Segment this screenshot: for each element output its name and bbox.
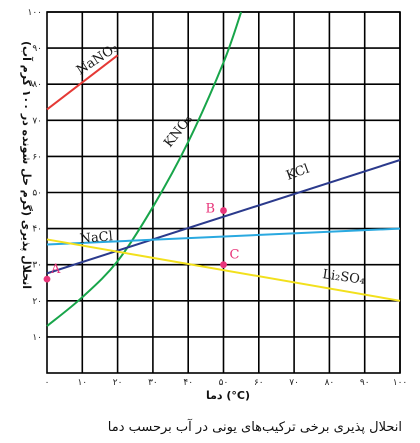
series-label: Li₂SO₄ bbox=[321, 267, 365, 288]
x-tick-label: ۱۰ bbox=[77, 378, 87, 388]
data-point-label: A bbox=[50, 262, 61, 277]
series-label: NaNO₃ bbox=[74, 41, 121, 79]
x-tick-label: ۳۰ bbox=[148, 378, 158, 388]
figure-caption: انحلال پذیری برخی ترکیب‌های یونی در آب ب… bbox=[107, 420, 402, 435]
x-tick-label: ۸۰ bbox=[325, 378, 335, 388]
y-tick-label: ۱۰۰ bbox=[27, 8, 42, 18]
data-point-label: B bbox=[206, 202, 216, 217]
series-line bbox=[46, 159, 401, 275]
series-line bbox=[46, 11, 243, 327]
x-tick-label: ۵۰ bbox=[219, 378, 229, 388]
data-point-label: C bbox=[230, 248, 240, 263]
series-lines bbox=[46, 11, 401, 327]
x-tick-label: ۰ bbox=[45, 378, 50, 388]
series-label: KCl bbox=[284, 162, 311, 184]
y-tick-label: ۳۰ bbox=[32, 261, 42, 271]
plot-frame bbox=[46, 11, 401, 374]
data-point bbox=[43, 275, 51, 283]
y-tick-label: ۴۰ bbox=[32, 225, 42, 235]
y-tick-label: ۱۰ bbox=[32, 333, 42, 343]
x-tick-label: ۹۰ bbox=[360, 378, 370, 388]
y-axis-title: انحلال پذیری (گرم حل شونده در ۱۰۰ گرم آب… bbox=[20, 41, 34, 289]
grid bbox=[47, 11, 401, 373]
series-line bbox=[46, 227, 401, 246]
series-label: KNO₃ bbox=[161, 112, 196, 150]
x-tick-label: ۲۰ bbox=[113, 378, 123, 388]
data-point bbox=[220, 207, 227, 214]
series-line bbox=[46, 238, 401, 302]
x-tick-label: ۷۰ bbox=[289, 378, 299, 388]
x-tick-label: ۶۰ bbox=[254, 378, 264, 388]
data-points: A B C bbox=[43, 202, 240, 283]
series-label: NaCl bbox=[79, 229, 113, 247]
y-tick-label: ۲۰ bbox=[32, 297, 42, 307]
x-tick-label: ۱۰۰ bbox=[393, 378, 408, 388]
data-point bbox=[220, 261, 227, 269]
y-tick-label: ۸۰ bbox=[32, 80, 42, 90]
series-line bbox=[46, 54, 119, 111]
y-tick-label: ۹۰ bbox=[32, 44, 42, 54]
tick-labels: ۰ ۱۰ ۲۰ ۳۰ ۴۰ ۵۰ ۶۰ ۷۰ ۸۰ ۹۰ ۱۰۰ ۱۰ ۲۰ ۳۰ ۴۰ ۵۰ ۶۰ ۷۰ ۸۰ ۹۰… bbox=[27, 8, 407, 388]
y-tick-label: ۵۰ bbox=[32, 189, 42, 199]
y-tick-label: ۶۰ bbox=[32, 152, 42, 162]
x-axis-title: دما (°C) bbox=[206, 389, 250, 402]
x-tick-label: ۴۰ bbox=[183, 378, 193, 388]
axes bbox=[46, 11, 401, 374]
y-tick-label: ۷۰ bbox=[32, 116, 42, 126]
